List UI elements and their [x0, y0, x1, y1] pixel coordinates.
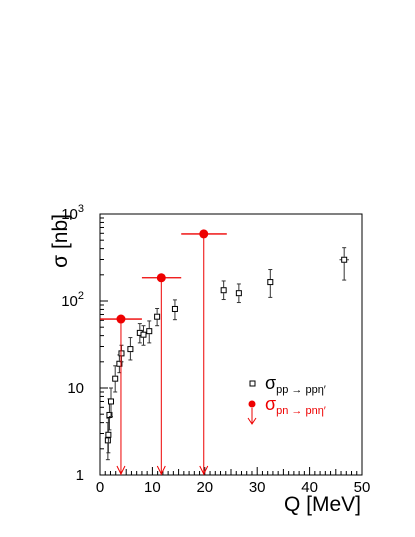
data-point-pp: [105, 431, 112, 438]
series-pp-points: [104, 247, 349, 461]
x-tick-label: 10: [144, 479, 161, 496]
x-tick-label: 40: [301, 479, 318, 496]
arrow-head: [116, 465, 126, 476]
data-point-pp: [220, 287, 227, 294]
data-point-pp: [127, 346, 134, 353]
legend-marker-pp: [249, 380, 256, 387]
data-point-pp: [140, 331, 147, 338]
data-point-pp: [116, 360, 123, 367]
x-axis-ticks: [99, 467, 363, 475]
y-axis-tick-labels: 1 10 102 103: [61, 203, 84, 484]
y-axis-ticks: [100, 213, 108, 476]
legend-marker-pn: [248, 400, 256, 408]
y-tick-label: 103: [61, 203, 84, 223]
series-pn-points: [100, 229, 227, 476]
legend: σpp → ppη′ σpn → pnη′: [247, 373, 326, 425]
data-point-pn: [199, 229, 209, 239]
data-point-pp: [106, 411, 113, 418]
arrow-head: [156, 465, 166, 476]
data-point-pp: [108, 398, 115, 405]
x-tick-label: 0: [96, 479, 104, 496]
x-tick-label: 50: [354, 479, 371, 496]
data-point-pp: [118, 350, 125, 357]
x-tick-label: 20: [196, 479, 213, 496]
x-tick-label: 30: [249, 479, 266, 496]
y-tick-label: 10: [67, 380, 84, 397]
x-axis-tick-labels: 0 10 20 30 40 50: [96, 479, 371, 496]
data-point-pp: [341, 256, 348, 263]
x-axis-title: Q [MeV]: [284, 493, 361, 516]
data-point-pp: [146, 328, 153, 335]
data-point-pp: [112, 375, 119, 382]
data-point-pn: [116, 314, 126, 324]
legend-arrow-head: [247, 417, 257, 425]
data-point-pp: [171, 305, 178, 312]
data-point-pp: [104, 437, 111, 444]
data-point-pp: [235, 290, 242, 297]
y-tick-label: 102: [61, 290, 84, 310]
data-point-pp: [267, 279, 274, 286]
arrow-head: [199, 465, 209, 476]
data-point-pp: [154, 313, 161, 320]
data-point-pn: [156, 273, 166, 283]
legend-label-pn: σpn → pnη′: [265, 394, 326, 417]
y-axis-title: σ [nb]: [49, 214, 72, 268]
y-tick-label: 1: [76, 467, 84, 484]
plot-frame: [99, 213, 363, 476]
legend-label-pp: σpp → ppη′: [265, 373, 326, 396]
